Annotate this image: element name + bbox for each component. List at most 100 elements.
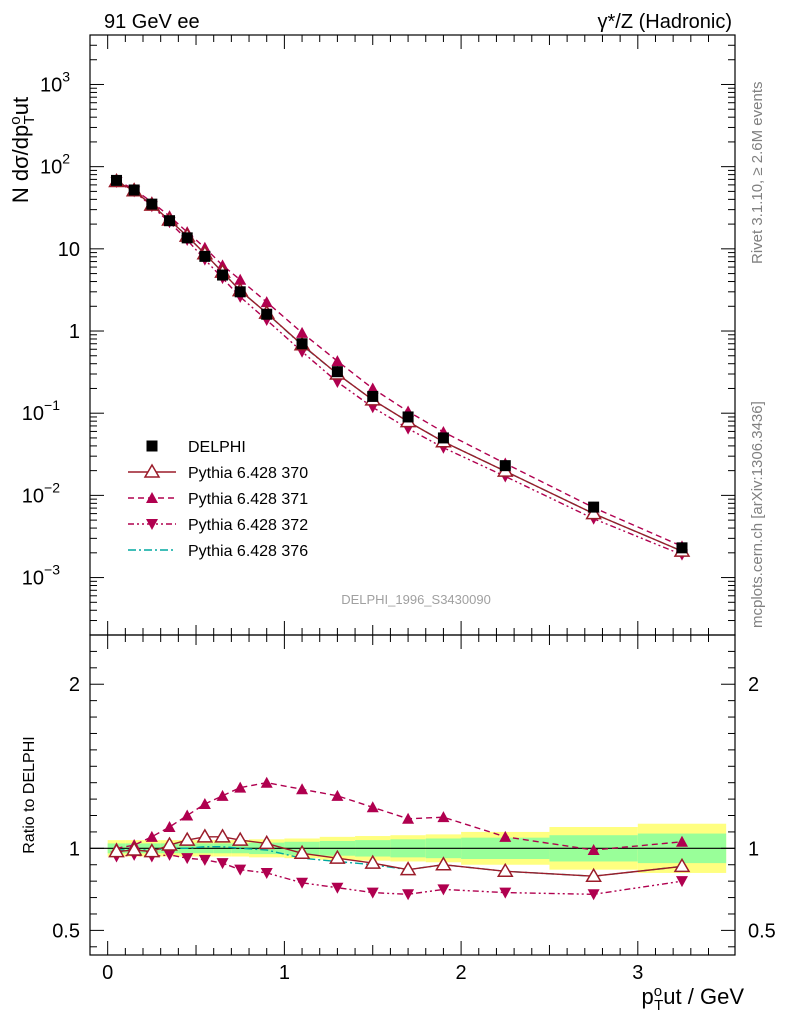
ratio-point-pythia-6.428-370	[258, 834, 276, 850]
ratio-point-pythia-6.428-372	[216, 858, 229, 870]
y-tick-label: 10−2	[22, 479, 60, 507]
x-tick-label: 1	[279, 962, 290, 984]
main-point-delphi	[331, 366, 343, 378]
ratio-y-tick-label-right: 1	[748, 838, 759, 860]
ratio-point-pythia-6.428-371	[331, 789, 344, 801]
main-point-delphi	[111, 174, 123, 186]
main-frame	[89, 34, 736, 636]
ratio-panel: 0.5 0.5 1 1 2 2 0 1 2 3 Ratio to DELPHI po Tut / G…	[21, 634, 776, 1014]
analysis-tag: DELPHI_1996_S3430090	[341, 592, 491, 607]
y-tick-label: 1	[69, 321, 80, 343]
main-series	[108, 172, 691, 561]
main-point-pythia-6.428-371	[260, 296, 273, 308]
main-point-delphi	[128, 184, 140, 196]
ratio-point-pythia-6.428-372	[499, 887, 512, 899]
ratio-point-pythia-6.428-372	[163, 849, 176, 861]
y-tick-label: 10	[58, 239, 80, 261]
legend: DELPHI Pythia 6.428 370 Pythia 6.428 371 Py…	[128, 439, 308, 560]
y-tick-label: 103	[40, 68, 70, 96]
legend-marker-delphi	[146, 440, 158, 452]
main-point-pythia-6.428-370	[585, 505, 602, 520]
ratio-point-pythia-6.428-370	[196, 828, 214, 843]
ratio-point-pythia-6.428-371	[181, 809, 194, 821]
legend-label: Pythia 6.428 370	[188, 465, 308, 482]
ratio-line-pythia-6.428-376	[116, 846, 683, 877]
x-axis-label: po Tut / GeV	[642, 983, 745, 1014]
ratio-y-tick-label: 2	[69, 674, 80, 696]
mcplots-text: mcplots.cern.ch [arXiv:1306.3436]	[749, 401, 766, 628]
ratio-point-pythia-6.428-371	[437, 811, 450, 823]
ratio-point-pythia-6.428-371	[260, 776, 273, 788]
ratio-point-pythia-6.428-370	[293, 844, 311, 860]
legend-label: DELPHI	[188, 439, 246, 456]
main-point-delphi	[146, 198, 158, 210]
header-right: γ*/Z (Hadronic)	[598, 11, 732, 33]
main-point-delphi	[234, 286, 246, 298]
legend-label: Pythia 6.428 372	[188, 517, 308, 534]
ratio-point-pythia-6.428-371	[499, 830, 512, 842]
ratio-point-pythia-6.428-370	[231, 831, 249, 846]
legend-marker	[146, 519, 158, 530]
main-point-delphi	[676, 542, 688, 554]
ratio-point-pythia-6.428-370	[161, 836, 178, 851]
main-point-delphi	[588, 501, 600, 513]
ratio-y-tick-label-right: 2	[748, 674, 759, 696]
main-panel: 10−3 10−2 10−1 1 10 102 103 DELPHI_1996_S34300…	[7, 34, 736, 636]
main-point-delphi	[296, 338, 308, 350]
ratio-point-pythia-6.428-372	[331, 882, 344, 894]
x-tick-label: 3	[632, 962, 643, 984]
legend-label: Pythia 6.428 371	[188, 491, 308, 508]
ratio-point-pythia-6.428-371	[198, 798, 211, 810]
ratio-point-pythia-6.428-370	[435, 856, 452, 871]
ratio-y-label: Ratio to DELPHI	[21, 736, 38, 853]
y-tick-label: 10−1	[22, 397, 60, 425]
ratio-point-pythia-6.428-371	[587, 843, 600, 855]
main-point-delphi	[499, 460, 511, 472]
main-point-delphi	[367, 390, 379, 402]
ratio-y-tick-label-right: 0.5	[748, 920, 776, 942]
y-tick-label: 102	[40, 151, 70, 179]
ratio-point-pythia-6.428-370	[673, 857, 691, 873]
ratio-point-pythia-6.428-370	[496, 862, 514, 878]
ratio-point-pythia-6.428-370	[399, 861, 417, 876]
main-point-pythia-6.428-371	[331, 355, 344, 367]
ratio-point-pythia-6.428-371	[366, 801, 379, 813]
ratio-y-tick-label: 1	[69, 838, 80, 860]
ratio-point-pythia-6.428-372	[296, 877, 309, 889]
ratio-point-pythia-6.428-371	[163, 821, 176, 832]
main-point-pythia-6.428-371	[234, 273, 247, 285]
ratio-y-tick-label: 0.5	[52, 920, 80, 942]
svg-text:N dσ/dpoTut: N dσ/dpoTut	[7, 97, 38, 203]
header-left: 91 GeV ee	[104, 11, 200, 33]
ratio-point-pythia-6.428-371	[675, 835, 688, 847]
y-tick-label: 10−3	[22, 562, 60, 590]
ratio-point-pythia-6.428-372	[366, 887, 379, 899]
ratio-point-pythia-6.428-372	[198, 854, 211, 866]
legend-marker	[146, 492, 158, 503]
ratio-point-pythia-6.428-372	[675, 876, 688, 888]
main-point-delphi	[437, 432, 449, 444]
ratio-point-pythia-6.428-371	[145, 830, 158, 842]
svg-text:poTut / GeV: po Tut / GeV	[642, 983, 745, 1014]
main-point-pythia-6.428-371	[296, 326, 309, 338]
ratio-axis-ticks: 0.5 0.5 1 1 2 2 0 1 2 3	[52, 635, 776, 984]
legend-label: Pythia 6.428 376	[188, 543, 308, 560]
ratio-point-pythia-6.428-371	[234, 781, 247, 793]
main-point-delphi	[164, 215, 176, 227]
ratio-point-pythia-6.428-371	[296, 783, 309, 795]
ratio-frame	[89, 634, 736, 956]
legend-marker	[143, 463, 161, 478]
ratio-point-pythia-6.428-370	[214, 828, 231, 843]
ratio-point-pythia-6.428-370	[143, 843, 161, 858]
main-point-delphi	[199, 250, 211, 262]
ratio-point-pythia-6.428-372	[437, 884, 450, 896]
ratio-point-pythia-6.428-371	[216, 789, 229, 801]
x-tick-label: 2	[456, 962, 467, 984]
ratio-point-pythia-6.428-371	[402, 812, 415, 824]
ratio-point-pythia-6.428-370	[329, 849, 346, 864]
ratio-point-pythia-6.428-370	[108, 843, 125, 858]
ratio-point-pythia-6.428-372	[234, 864, 247, 876]
ratio-point-pythia-6.428-370	[178, 831, 196, 846]
main-point-delphi	[402, 411, 414, 423]
